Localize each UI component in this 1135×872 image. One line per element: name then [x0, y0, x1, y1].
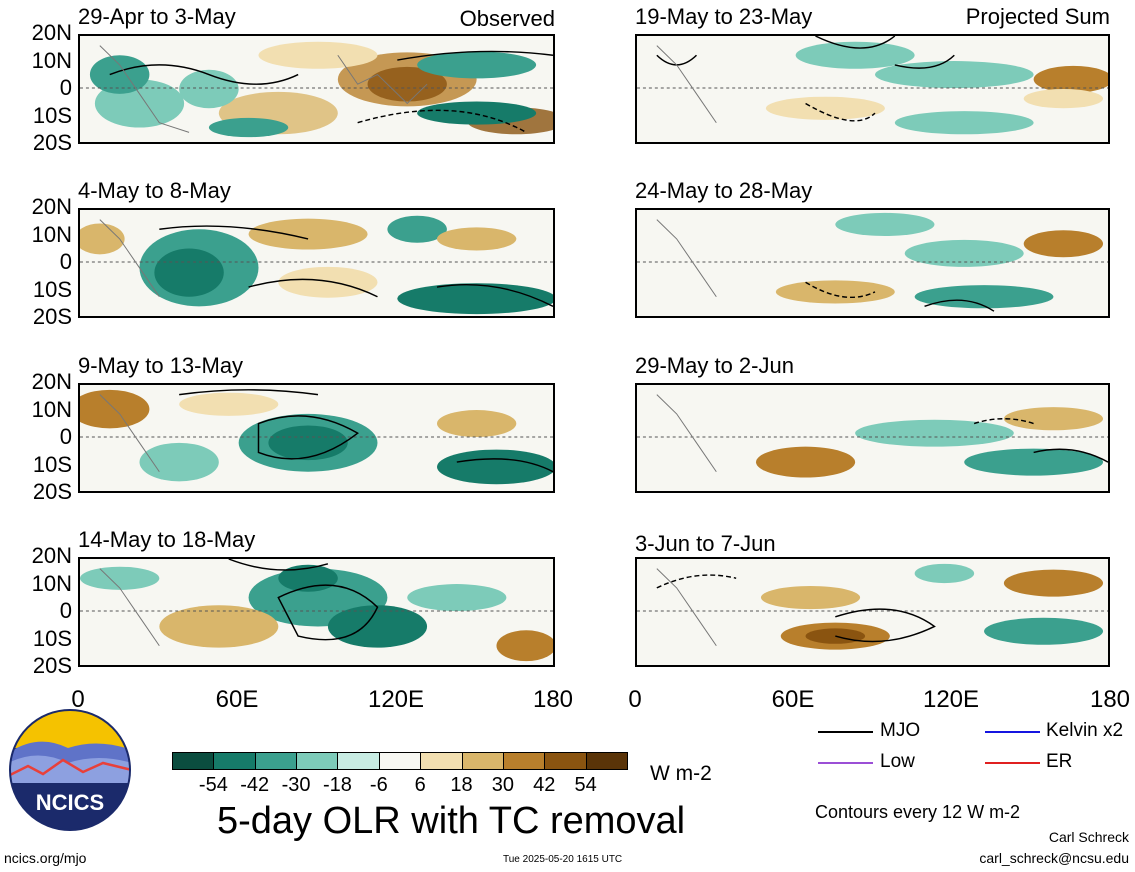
ytick-left-row3-4: 20S: [32, 479, 72, 504]
colorbar-swatch: [337, 752, 380, 770]
ytick-left-row3-0: 20N: [31, 369, 72, 394]
colorbar-tick-label: -54: [198, 774, 228, 796]
ytick-left-row1-4: 20S: [32, 130, 72, 155]
legend-low-line: [818, 762, 873, 764]
panel-title-obs-1: 29-Apr to 3-May: [78, 4, 236, 29]
xtick-right-60e: 60E: [771, 686, 815, 713]
ytick-left-row3-2: 0: [59, 424, 72, 449]
main-title: 5-day OLR with TC removal: [217, 800, 686, 842]
xtick-right-0: 0: [628, 686, 642, 713]
colorbar-tick-label: -30: [281, 774, 311, 796]
colorbar-tick-label: 54: [574, 774, 597, 796]
legend-mjo-label: MJO: [880, 720, 921, 741]
colorbar-swatch: [502, 752, 546, 770]
footer-url[interactable]: ncics.org/mjo: [4, 850, 87, 866]
ytick-left-row2-4: 20S: [32, 304, 72, 329]
panel-title-proj-3: 29-May to 2-Jun: [635, 353, 794, 378]
colorbar-tick-label: -42: [240, 774, 270, 796]
colorbar-tick-label: -6: [369, 774, 388, 796]
ytick-left-row2-1: 10N: [31, 221, 72, 247]
footer-email[interactable]: carl_schreck@ncsu.edu: [979, 850, 1129, 866]
map-observed-1: [78, 34, 555, 144]
colorbar-units: W m-2: [650, 762, 712, 785]
xtick-right-180: 180: [1089, 686, 1131, 713]
colorbar-tick-label: 6: [414, 774, 426, 796]
map-observed-3: [78, 383, 555, 493]
panel-title-proj-1: 19-May to 23-May: [635, 4, 813, 29]
colorbar-swatch: [296, 752, 339, 770]
legend-mjo-line: [818, 731, 873, 733]
ytick-left-row4-4: 20S: [32, 653, 72, 678]
panel-title-obs-3: 9-May to 13-May: [78, 353, 244, 378]
legend-kelvin-line: [985, 731, 1040, 733]
map-projected-1: [635, 34, 1110, 144]
colorbar-swatch: [172, 752, 215, 770]
legend-er-label: ER: [1046, 751, 1073, 772]
ytick-left-row2-0: 20N: [31, 194, 72, 219]
legend-kelvin-label: Kelvin x2: [1046, 720, 1124, 741]
ytick-left-row3-3: 10S: [32, 451, 72, 477]
map-observed-2: [78, 208, 555, 318]
xtick-left-60e: 60E: [215, 686, 259, 713]
ytick-left-row2-3: 10S: [32, 276, 72, 302]
ncics-logo: NCICS: [8, 708, 132, 832]
ytick-left-row1-1: 10N: [31, 47, 72, 73]
logo-text: NCICS: [36, 790, 104, 815]
footer-timestamp: Tue 2025-05-20 1615 UTC: [503, 854, 623, 865]
map-projected-3: [635, 383, 1110, 493]
map-projected-4: [635, 557, 1110, 667]
colorbar-swatch: [461, 752, 504, 770]
panel-title-proj-2: 24-May to 28-May: [635, 178, 813, 203]
observed-label: Observed: [459, 6, 555, 31]
map-observed-4: [78, 557, 555, 667]
colorbar-swatch: [254, 752, 298, 770]
ytick-left-row1-3: 10S: [32, 102, 72, 128]
ytick-left-row3-1: 10N: [31, 396, 72, 422]
colorbar-tick-label: 18: [450, 774, 473, 796]
colorbar-swatch: [378, 752, 422, 770]
panel-title-obs-4: 14-May to 18-May: [78, 527, 256, 552]
xtick-left-120e: 120E: [367, 686, 425, 713]
projected-label: Projected Sum: [965, 4, 1110, 29]
xtick-right-120e: 120E: [922, 686, 980, 713]
ytick-left-row4-2: 0: [59, 598, 72, 623]
footer-author: Carl Schreck: [1048, 829, 1129, 845]
ytick-left-row1-0: 20N: [31, 20, 72, 45]
colorbar-swatch: [544, 752, 587, 770]
ytick-left-row2-2: 0: [59, 249, 72, 274]
colorbar-tick-label: -18: [323, 774, 352, 796]
ytick-left-row4-3: 10S: [32, 625, 72, 651]
panel-title-obs-2: 4-May to 8-May: [78, 178, 231, 203]
contours-note: Contours every 12 W m-2: [815, 802, 1021, 822]
colorbar: [172, 752, 628, 772]
ytick-left-row4-0: 20N: [31, 543, 72, 568]
panel-title-proj-4: 3-Jun to 7-Jun: [635, 531, 776, 556]
ytick-left-row4-1: 10N: [31, 570, 72, 596]
legend-low-label: Low: [880, 751, 915, 772]
xtick-left-0: 0: [71, 686, 85, 713]
xtick-left-180: 180: [532, 686, 574, 713]
colorbar-tick-label: 42: [533, 774, 556, 796]
colorbar-swatch: [420, 752, 463, 770]
legend-er-line: [985, 762, 1040, 764]
map-projected-2: [635, 208, 1110, 318]
colorbar-swatch: [585, 752, 628, 770]
colorbar-tick-label: 30: [491, 774, 515, 796]
ytick-left-row1-2: 0: [59, 75, 72, 100]
colorbar-swatch: [213, 752, 256, 770]
